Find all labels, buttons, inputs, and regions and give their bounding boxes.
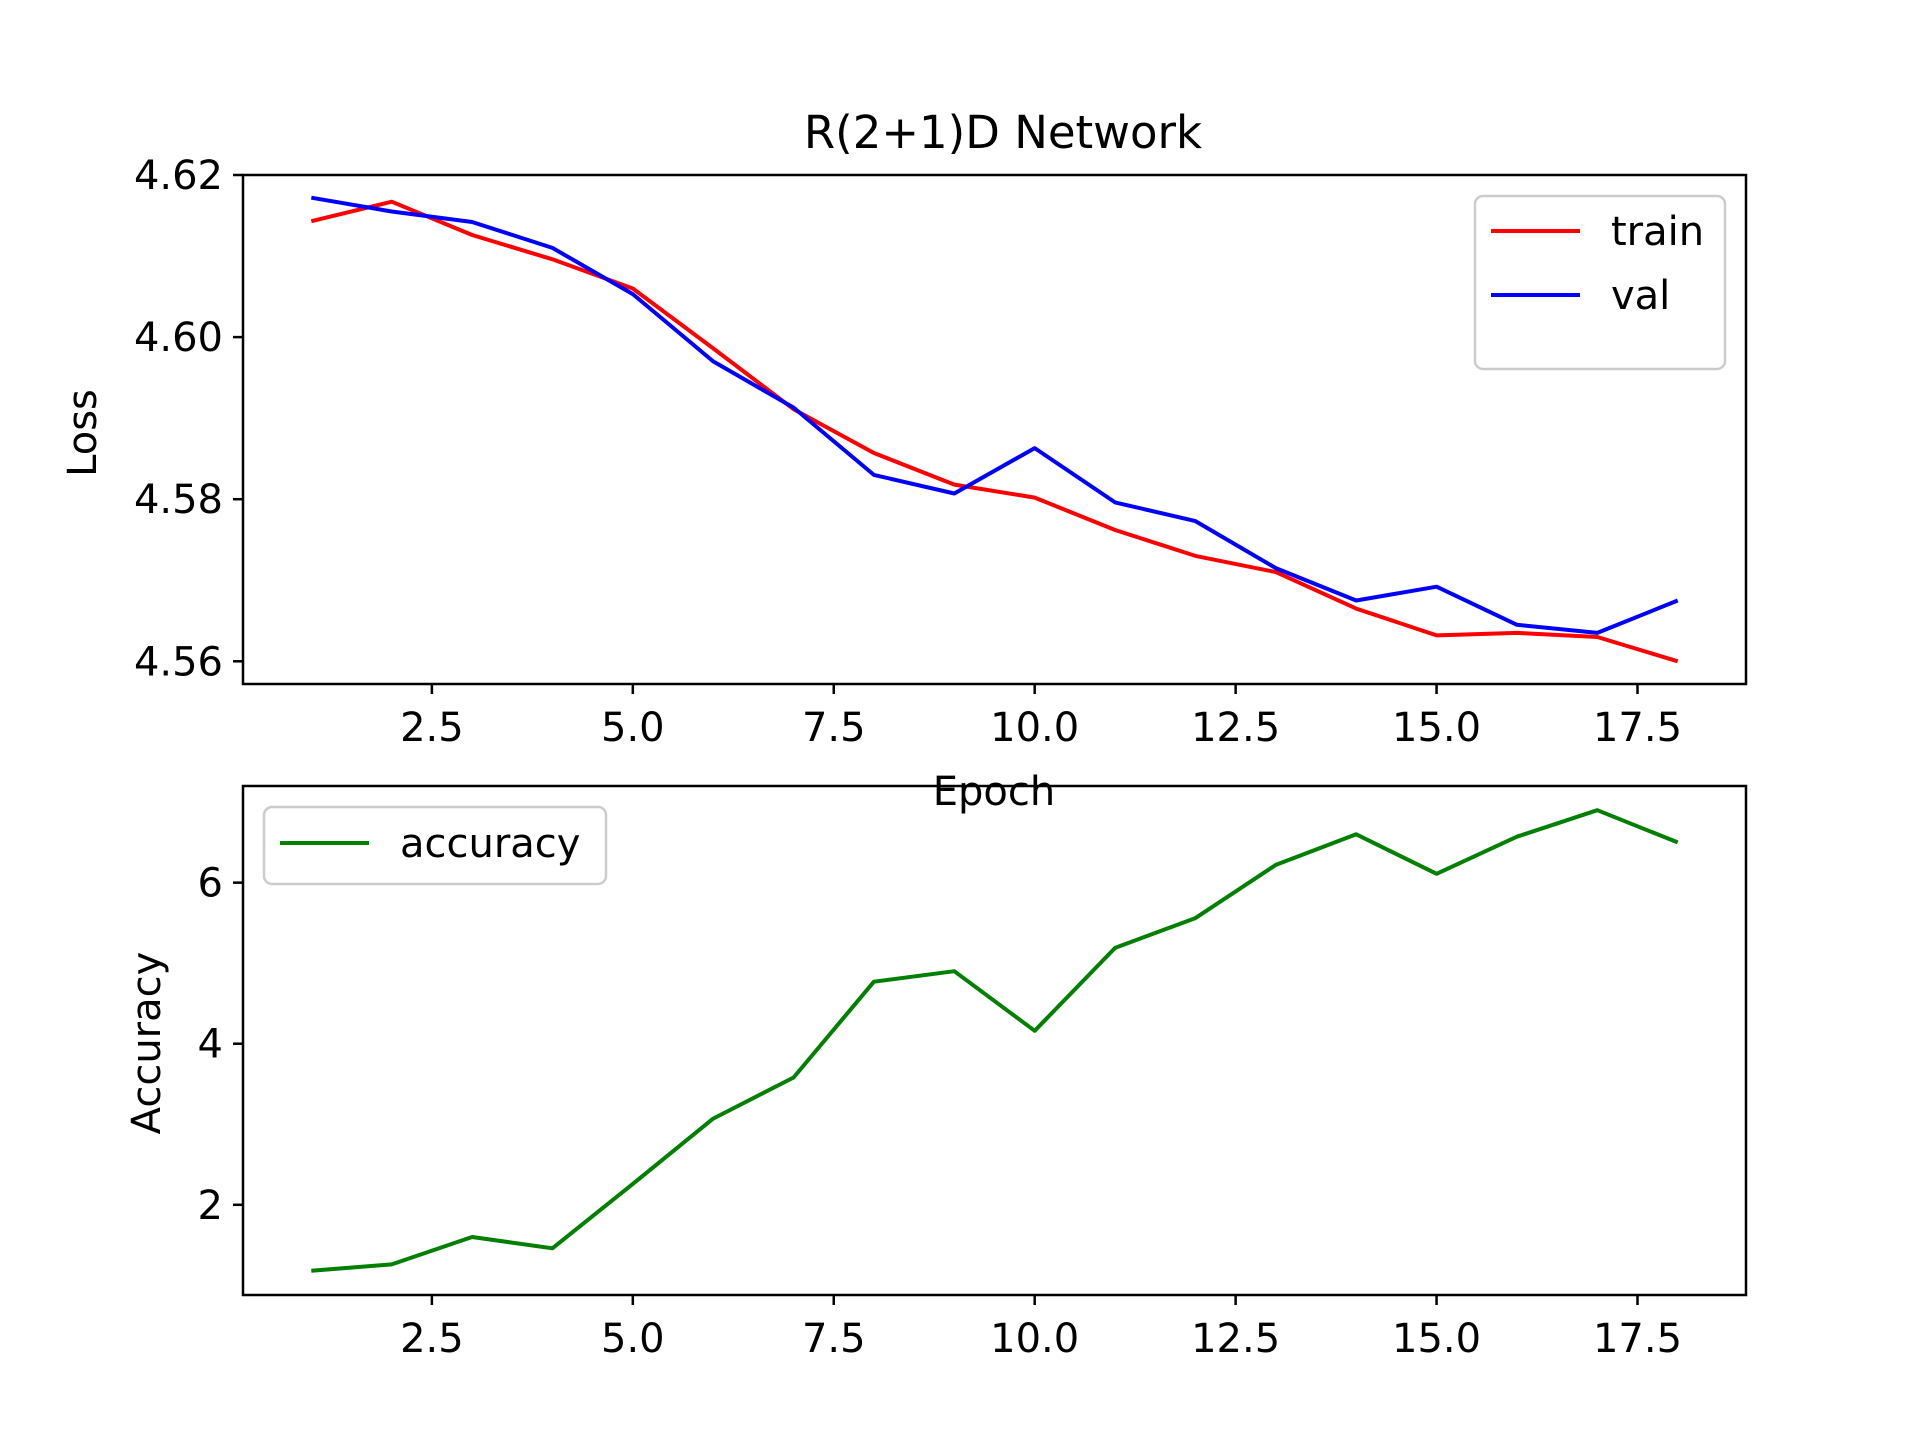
accuracy-legend-box bbox=[262, 805, 608, 886]
accuracy-y-axis-label: Accuracy bbox=[124, 952, 170, 1135]
loss-x-tick-label: 7.5 bbox=[802, 705, 866, 751]
accuracy-lines bbox=[311, 808, 1679, 1273]
accuracy-series-accuracy-line bbox=[311, 808, 1679, 1273]
loss-series-val-line bbox=[310, 195, 1679, 635]
loss-x-tick-label: 10.0 bbox=[990, 705, 1079, 751]
accuracy-y-tick-label: 2 bbox=[198, 1183, 223, 1229]
loss-x-ticks: 2.5 5.0 7.5 10.0 12.5 15.0 17.5 bbox=[400, 684, 1682, 751]
loss-y-tick-label: 4.56 bbox=[134, 639, 223, 685]
accuracy-x-tick-label: 12.5 bbox=[1191, 1316, 1280, 1362]
accuracy-x-tick-label: 10.0 bbox=[990, 1316, 1079, 1362]
accuracy-y-tick-label: 4 bbox=[198, 1022, 223, 1068]
accuracy-chart: 2.5 5.0 7.5 10.0 12.5 15.0 17.5 2 4 6 Accuracy a… bbox=[124, 784, 1748, 1362]
loss-legend-train-label: train bbox=[1611, 209, 1704, 255]
accuracy-legend-label: accuracy bbox=[400, 821, 580, 867]
loss-x-tick-label: 12.5 bbox=[1191, 705, 1280, 751]
loss-x-axis-label: Epoch bbox=[933, 769, 1055, 815]
accuracy-x-tick-label: 15.0 bbox=[1392, 1316, 1481, 1362]
loss-lines bbox=[310, 195, 1679, 664]
loss-series-train-line bbox=[310, 199, 1679, 664]
accuracy-x-tick-label: 7.5 bbox=[802, 1316, 866, 1362]
loss-y-tick-label: 4.58 bbox=[134, 477, 223, 523]
accuracy-y-ticks: 2 4 6 bbox=[198, 861, 243, 1229]
accuracy-y-tick-label: 6 bbox=[198, 861, 223, 907]
loss-x-tick-label: 17.5 bbox=[1593, 705, 1682, 751]
loss-y-tick-label: 4.62 bbox=[134, 153, 223, 199]
loss-y-axis-label: Loss bbox=[60, 389, 106, 477]
accuracy-x-tick-label: 2.5 bbox=[400, 1316, 464, 1362]
loss-chart: 2.5 5.0 7.5 10.0 12.5 15.0 17.5 4.564.584.604.… bbox=[60, 153, 1748, 815]
loss-legend-val-label: val bbox=[1611, 273, 1670, 319]
accuracy-x-tick-label: 17.5 bbox=[1593, 1316, 1682, 1362]
loss-x-tick-label: 2.5 bbox=[400, 705, 464, 751]
figure-title: R(2+1)D Network bbox=[804, 106, 1202, 159]
loss-y-ticks: 4.56 4.58 4.60 4.62 bbox=[134, 153, 243, 685]
loss-y-tick-label: 4.60 bbox=[134, 315, 223, 361]
accuracy-plot-frame bbox=[241, 784, 1748, 1297]
accuracy-legend: accuracy bbox=[262, 805, 608, 886]
loss-x-tick-label: 5.0 bbox=[601, 705, 665, 751]
loss-legend: train val bbox=[1473, 194, 1727, 371]
loss-x-tick-label: 15.0 bbox=[1392, 705, 1481, 751]
loss-plot-frame bbox=[241, 173, 1748, 686]
accuracy-x-tick-label: 5.0 bbox=[601, 1316, 665, 1362]
loss-legend-box bbox=[1473, 194, 1727, 371]
accuracy-x-ticks: 2.5 5.0 7.5 10.0 12.5 15.0 17.5 bbox=[400, 1295, 1682, 1362]
